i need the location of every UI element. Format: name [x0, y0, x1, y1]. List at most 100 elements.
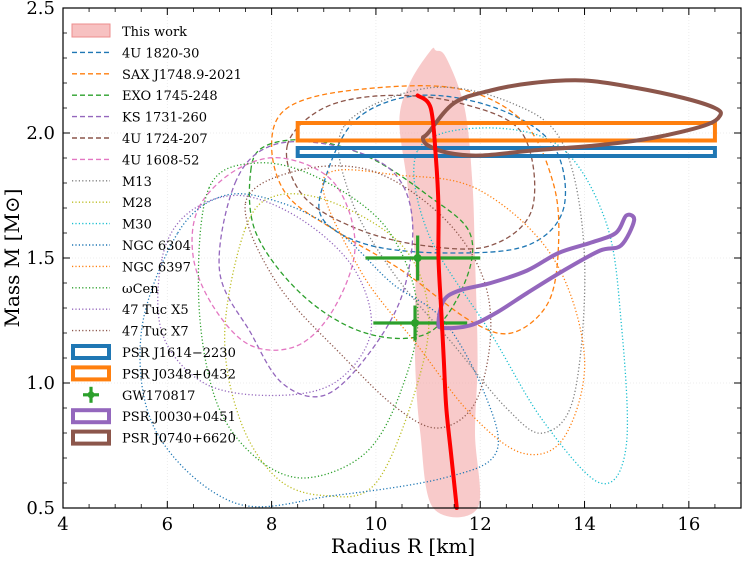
y-tick-label: 1.5: [26, 248, 55, 269]
contour-ngc-6397: [322, 169, 586, 456]
legend-item: PSR J0348+0432: [71, 365, 236, 382]
legend-label: NGC 6397: [122, 260, 191, 275]
legend-item: ωCen: [72, 282, 159, 297]
series-psr-j1614-2230: [295, 146, 717, 158]
contour-psr-j0740-6620: [420, 78, 723, 158]
legend-item: NGC 6397: [72, 260, 191, 275]
legend-item: 47 Tuc X7: [72, 325, 189, 340]
legend: This work 4U 1820-30 SAX J1748.9-2021 EXO 1…: [71, 23, 242, 447]
series-sax-j1748-9-2021: [270, 85, 560, 335]
legend-label: M28: [122, 196, 152, 211]
legend-item: EXO 1745-248: [72, 89, 218, 104]
legend-item: M28: [72, 196, 152, 211]
series-psr-j0030-0451: [436, 212, 637, 331]
y-axis-title: Mass M [M⊙]: [0, 189, 24, 328]
contour-ks-1731-260: [218, 140, 414, 398]
box-psr-j0348-0432: [295, 121, 717, 143]
series-psr-j0348-0432: [295, 121, 717, 143]
ticks: 4 6 8 10 12 14 16 0.5 1.0 1.5 2.0 2.5: [26, 0, 742, 535]
series-psr-j0740-6620: [420, 78, 723, 158]
x-tick-label: 6: [162, 514, 173, 535]
legend-label: KS 1731-260: [122, 111, 207, 126]
contour-exo-1745-248: [248, 139, 474, 340]
contour-47-tuc-x7: [244, 165, 492, 429]
contour-4u-1820-30: [318, 94, 567, 254]
x-tick-label: 10: [364, 514, 387, 535]
contour-sax-j1748-9-2021: [270, 85, 560, 335]
errorbar-point: [411, 319, 420, 327]
series-47-tuc-x5: [157, 194, 373, 397]
legend-label: 47 Tuc X5: [122, 303, 189, 318]
contour-4u-1608-52: [191, 156, 356, 351]
contour-4u-1724-207: [285, 94, 536, 250]
legend-item: KS 1731-260: [72, 111, 207, 126]
legend-label: GW170817: [122, 389, 195, 404]
series-gw170817: [365, 235, 481, 341]
legend-swatch-band: [71, 23, 111, 38]
legend-label: M13: [122, 175, 152, 190]
series-ks-1731-260: [218, 140, 414, 398]
this-work-line: [415, 93, 459, 510]
x-axis-title: Radius R [km]: [331, 534, 475, 558]
legend-item: PSR J0030+0451: [71, 408, 236, 425]
x-tick-label: 14: [573, 514, 596, 535]
legend-item: GW170817: [83, 386, 195, 404]
box-psr-j1614-2230: [295, 146, 717, 158]
legend-swatch-point: [87, 391, 95, 399]
legend-label: 4U 1724-207: [122, 132, 208, 147]
legend-label: 4U 1608-52: [122, 153, 199, 168]
series--cen: [197, 162, 419, 479]
legend-label: This work: [122, 25, 187, 40]
y-tick-label: 0.5: [26, 498, 55, 519]
legend-label: SAX J1748.9-2021: [122, 68, 242, 83]
series-m13: [337, 86, 586, 434]
legend-label: 4U 1820-30: [122, 46, 199, 61]
legend-item: PSR J0740+6620: [71, 429, 236, 447]
errorbar-point: [413, 254, 422, 262]
contour-m28: [224, 193, 430, 498]
contour-psr-j0030-0451: [436, 212, 637, 331]
x-tick-label: 4: [57, 514, 68, 535]
legend-item: NGC 6304: [72, 239, 191, 254]
series-4u-1608-52: [191, 156, 356, 351]
legend-swatch-box: [71, 344, 111, 360]
legend-item: 4U 1608-52: [72, 153, 199, 168]
legend-label: EXO 1745-248: [122, 89, 218, 104]
legend-item: M30: [72, 218, 152, 233]
legend-item: PSR J1614−2230: [71, 344, 236, 361]
series-47-tuc-x7: [244, 165, 492, 429]
y-tick-label: 1.0: [26, 373, 55, 394]
series-4u-1820-30: [318, 94, 567, 254]
series-ngc-6397: [322, 169, 586, 456]
x-tick-label: 8: [266, 514, 277, 535]
legend-label: PSR J0740+6620: [122, 432, 236, 447]
legend-label: PSR J0030+0451: [122, 410, 236, 425]
contour-47-tuc-x5: [157, 194, 373, 397]
contour--cen: [197, 162, 419, 479]
legend-swatch-box: [71, 429, 111, 446]
series-m28: [224, 193, 430, 498]
legend-label: NGC 6304: [122, 239, 191, 254]
legend-item: SAX J1748.9-2021: [72, 68, 242, 83]
legend-label: PSR J0348+0432: [122, 367, 236, 382]
legend-label: ωCen: [122, 282, 159, 297]
legend-label: PSR J1614−2230: [122, 346, 236, 361]
y-tick-label: 2.5: [26, 0, 55, 19]
y-tick-label: 2.0: [26, 123, 55, 144]
series-4u-1724-207: [285, 94, 536, 250]
legend-item: 4U 1820-30: [72, 46, 199, 61]
legend-label: 47 Tuc X7: [122, 325, 189, 340]
series-exo-1745-248: [248, 139, 474, 340]
legend-label: M30: [122, 218, 152, 233]
legend-item: M13: [72, 175, 152, 190]
series-layer: [139, 78, 723, 510]
x-tick-label: 16: [677, 514, 700, 535]
contour-m13: [337, 86, 586, 434]
legend-item: 4U 1724-207: [72, 132, 208, 147]
legend-item: 47 Tuc X5: [72, 303, 189, 318]
legend-swatch-box: [71, 365, 111, 382]
legend-item: This work: [71, 23, 187, 40]
legend-swatch-box: [71, 408, 111, 425]
